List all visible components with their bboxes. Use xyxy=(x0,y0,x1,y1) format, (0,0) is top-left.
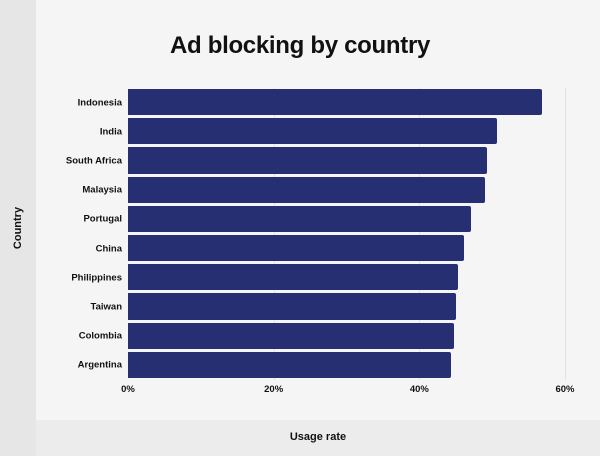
category-label: Philippines xyxy=(71,272,122,284)
bar[interactable] xyxy=(128,264,458,291)
bar-row: Argentina xyxy=(0,351,600,380)
gridline xyxy=(419,88,421,380)
x-tick-label: 0% xyxy=(121,384,135,395)
category-label: Indonesia xyxy=(77,97,122,109)
bar-row: Malaysia xyxy=(0,176,600,205)
bar-row: Philippines xyxy=(0,263,600,292)
category-label: Malaysia xyxy=(82,184,122,196)
bar[interactable] xyxy=(128,205,472,232)
plot-area: Indonesia India South Africa Malaysia Portug… xyxy=(66,88,566,380)
category-label: China xyxy=(95,243,122,255)
gridline xyxy=(565,88,566,380)
bar-row: China xyxy=(0,234,600,263)
bar-row: Indonesia xyxy=(0,88,600,117)
x-axis-title: Usage rate xyxy=(289,431,347,443)
bar[interactable] xyxy=(128,89,543,116)
bar[interactable] xyxy=(128,235,465,262)
bar[interactable] xyxy=(128,322,455,349)
bar-row: Colombia xyxy=(0,322,600,351)
bar-row: South Africa xyxy=(0,146,600,175)
bar-row: Taiwan xyxy=(0,292,600,321)
bar[interactable] xyxy=(128,118,498,145)
bar[interactable] xyxy=(128,351,452,378)
gridline xyxy=(273,88,275,380)
bar-row: India xyxy=(0,117,600,146)
y-axis-title-band xyxy=(0,0,36,456)
category-label: India xyxy=(99,126,122,138)
category-label: South Africa xyxy=(65,155,122,167)
bar-row: Portugal xyxy=(0,205,600,234)
category-label: Taiwan xyxy=(90,301,123,313)
x-tick-label: 60% xyxy=(555,384,575,395)
bar[interactable] xyxy=(128,293,456,320)
chart-title: Ad blocking by country xyxy=(169,32,431,59)
x-tick-label: 20% xyxy=(264,384,284,395)
bar[interactable] xyxy=(128,176,485,203)
category-label: Portugal xyxy=(83,213,122,225)
bar[interactable] xyxy=(128,147,488,174)
category-label: Colombia xyxy=(78,330,122,342)
x-tick-label: 40% xyxy=(409,384,429,395)
category-label: Argentina xyxy=(77,359,122,371)
x-axis-title-band xyxy=(36,420,600,456)
